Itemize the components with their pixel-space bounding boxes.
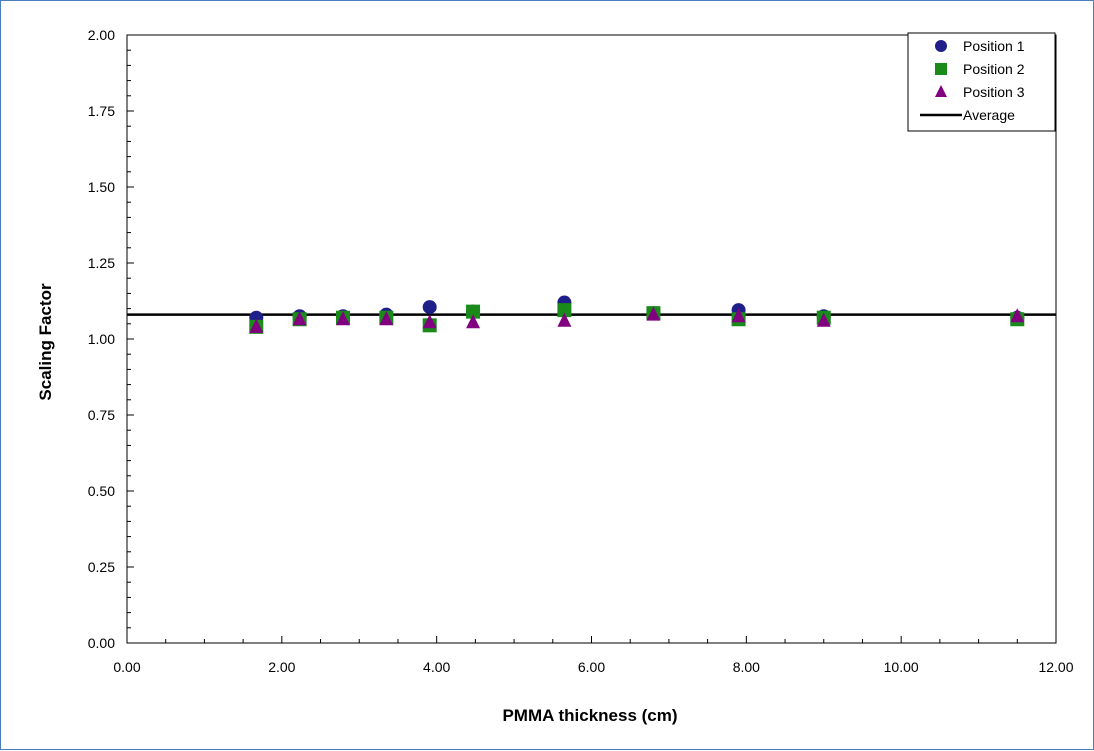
position-3-point bbox=[292, 311, 307, 326]
position-1-point bbox=[422, 300, 437, 315]
y-tick-label: 0.50 bbox=[88, 483, 115, 499]
position-2-point bbox=[557, 303, 572, 318]
position-3-point bbox=[379, 311, 394, 326]
legend: Position 1 Position 2 Position 3 Average bbox=[907, 32, 1056, 132]
y-tick-label: 1.50 bbox=[88, 179, 115, 195]
legend-label: Position 3 bbox=[963, 84, 1025, 100]
position-3-point bbox=[731, 308, 746, 323]
x-tick-label: 10.00 bbox=[884, 659, 919, 675]
x-tick-label: 8.00 bbox=[733, 659, 760, 675]
tick-labels: 0.00 0.25 0.50 0.75 1.00 1.25 1.50 1.75 2.00 0.00… bbox=[88, 27, 1074, 675]
position-3-point bbox=[335, 311, 350, 326]
y-tick-label: 1.75 bbox=[88, 103, 115, 119]
y-tick-label: 1.00 bbox=[88, 331, 115, 347]
y-tick-label: 1.25 bbox=[88, 255, 115, 271]
position-3-point bbox=[249, 318, 264, 333]
y-tick-label: 0.00 bbox=[88, 635, 115, 651]
legend-label: Average bbox=[963, 107, 1015, 123]
y-axis-title: Scaling Factor bbox=[36, 283, 55, 401]
x-tick-label: 2.00 bbox=[268, 659, 295, 675]
x-tick-label: 4.00 bbox=[423, 659, 450, 675]
y-tick-label: 2.00 bbox=[88, 27, 115, 43]
x-tick-label: 12.00 bbox=[1038, 659, 1073, 675]
legend-marker bbox=[935, 40, 947, 52]
position-3-point bbox=[466, 314, 481, 329]
data-layer bbox=[127, 295, 1056, 334]
y-tick-label: 0.75 bbox=[88, 407, 115, 423]
legend-label: Position 2 bbox=[963, 61, 1025, 77]
position-3-point bbox=[557, 312, 572, 327]
legend-marker bbox=[935, 85, 947, 97]
axes bbox=[126, 34, 1057, 644]
position-3-point bbox=[646, 306, 661, 321]
position-2-point bbox=[466, 304, 481, 319]
legend-label: Position 1 bbox=[963, 38, 1025, 54]
legend-marker bbox=[935, 63, 947, 75]
position-3-point bbox=[1010, 308, 1025, 323]
x-tick-label: 6.00 bbox=[578, 659, 605, 675]
y-tick-label: 0.25 bbox=[88, 559, 115, 575]
position-3-point bbox=[816, 312, 831, 327]
position-3-point bbox=[422, 314, 437, 329]
x-axis-title: PMMA thickness (cm) bbox=[502, 706, 677, 725]
x-tick-label: 0.00 bbox=[113, 659, 140, 675]
